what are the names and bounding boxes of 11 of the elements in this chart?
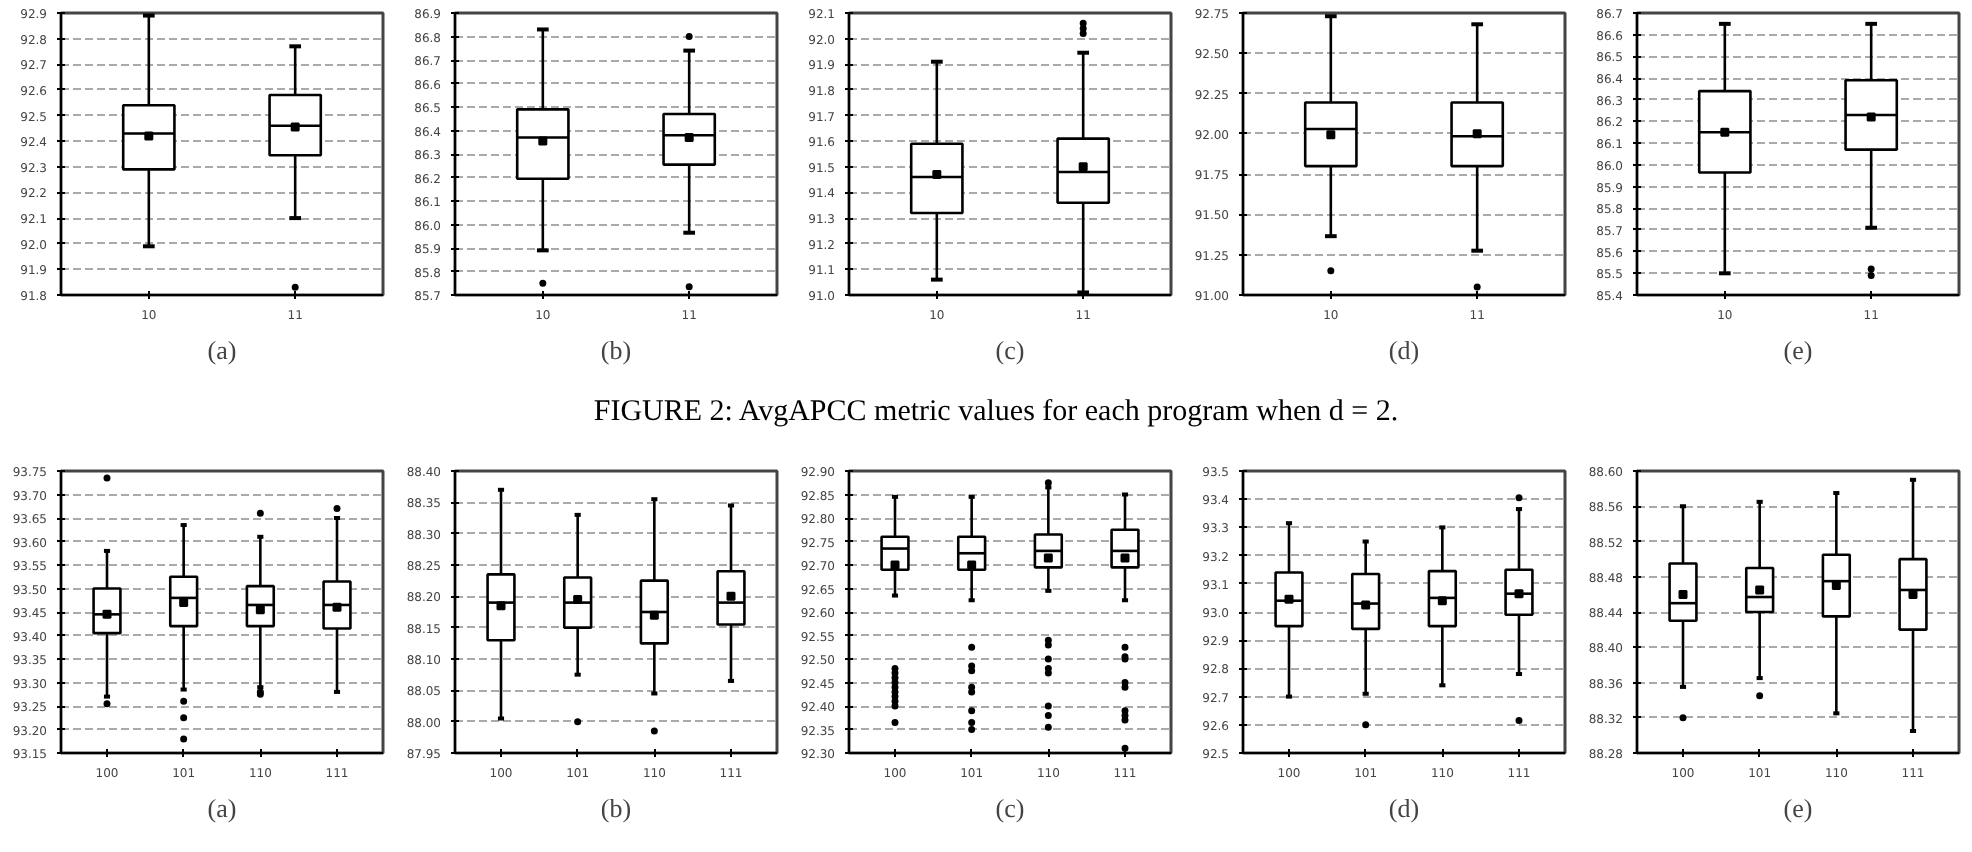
x-axis-title: (a) [207, 793, 237, 823]
x-axis-title: (c) [995, 335, 1025, 365]
x-axis-title: (c) [995, 793, 1025, 823]
x-axis-title: (a) [207, 335, 237, 365]
x-axis-title: (d) [1388, 793, 1420, 823]
x-axis-title: (b) [600, 335, 632, 365]
x-axis-title: (d) [1388, 335, 1420, 365]
caption: FIGURE 2: AvgAPCC metric values for each program when d = 2. [593, 394, 1399, 432]
x-axis-title: (e) [1783, 335, 1813, 365]
x-axis-title: (b) [600, 793, 632, 823]
x-axis-title: (e) [1783, 793, 1813, 823]
